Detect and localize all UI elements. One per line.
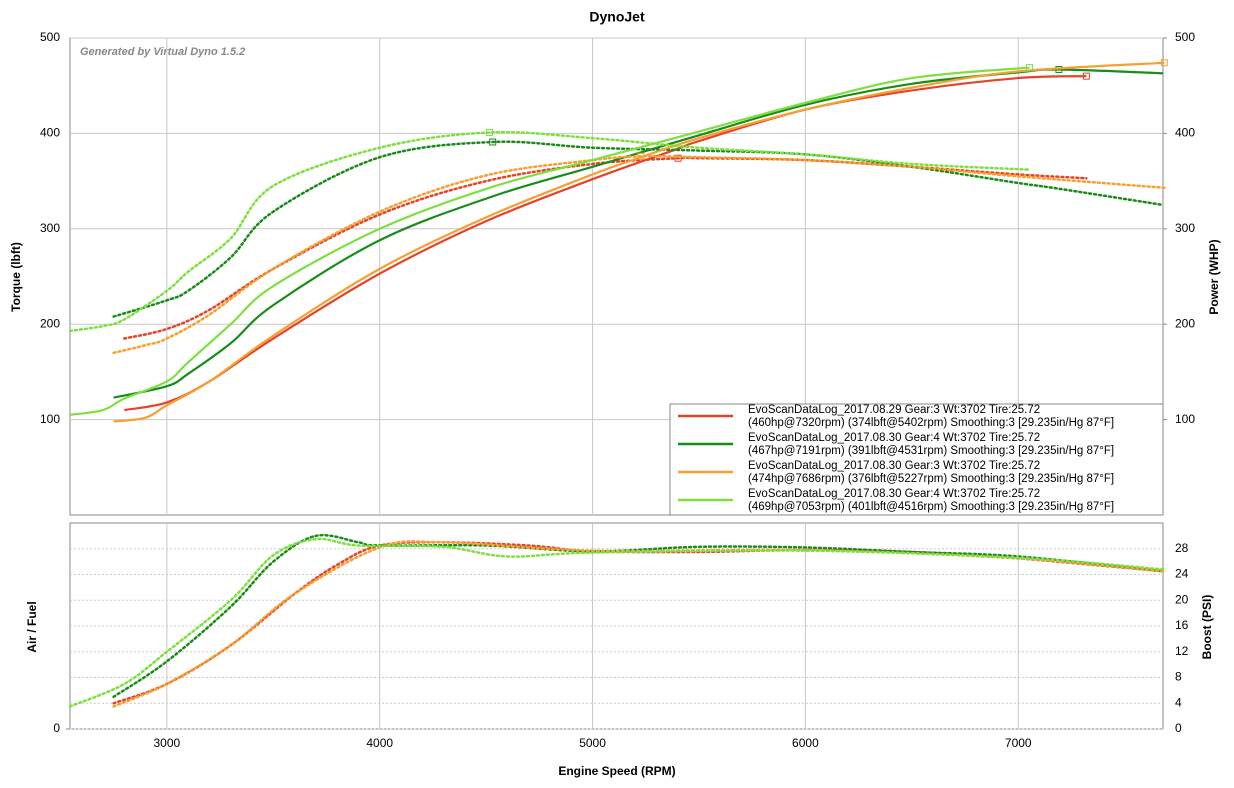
y-axis-label: Air / Fuel (25, 601, 39, 652)
boost-line (112, 533, 1165, 699)
y2-tick-label: 300 (1175, 221, 1195, 235)
y2-tick-label: 4 (1175, 695, 1182, 709)
y2-axis-label: Boost (PSI) (1200, 595, 1214, 660)
x-tick-label: 4000 (366, 736, 393, 750)
y2-tick-label: 24 (1175, 567, 1189, 581)
y2-tick-label: 200 (1175, 316, 1195, 330)
peak-marker (486, 128, 494, 136)
chart-title: DynoJet (589, 9, 645, 25)
power-line (69, 66, 1030, 416)
legend-label: EvoScanDataLog_2017.08.29 Gear:3 Wt:3702… (748, 404, 1040, 416)
watermark: Generated by Virtual Dyno 1.5.2 (80, 46, 245, 58)
y2-tick-label: 400 (1175, 126, 1195, 140)
legend-detail: (467hp@7191rpm) (391lbft@4531rpm) Smooth… (748, 445, 1114, 457)
y2-tick-label: 20 (1175, 592, 1189, 606)
y-tick-label: 0 (53, 721, 60, 735)
x-tick-label: 3000 (153, 736, 180, 750)
legend (669, 403, 1164, 516)
legend-detail: (460hp@7320rpm) (374lbft@5402rpm) Smooth… (748, 417, 1114, 429)
torque-line (68, 130, 1031, 333)
y2-tick-label: 28 (1175, 541, 1189, 555)
y2-tick-label: 500 (1175, 30, 1195, 44)
y-tick-label: 400 (40, 126, 60, 140)
legend-detail: (474hp@7686rpm) (376lbft@5227rpm) Smooth… (748, 473, 1114, 485)
y-tick-label: 200 (40, 316, 60, 330)
x-tick-label: 7000 (1005, 736, 1032, 750)
x-tick-label: 5000 (579, 736, 606, 750)
torque-line (112, 140, 1165, 318)
y2-tick-label: 12 (1175, 644, 1189, 658)
y-tick-label: 100 (40, 412, 60, 426)
x-tick-label: 6000 (792, 736, 819, 750)
peak-marker (489, 138, 497, 146)
peak-marker (1082, 72, 1090, 80)
legend-label: EvoScanDataLog_2017.08.30 Gear:4 Wt:3702… (748, 488, 1040, 500)
y2-tick-label: 100 (1175, 412, 1195, 426)
boost-line (68, 537, 1165, 708)
y-axis-label: Torque (lbft) (9, 242, 23, 312)
peak-marker (1160, 59, 1168, 67)
legend-label: EvoScanDataLog_2017.08.30 Gear:3 Wt:3702… (748, 460, 1040, 472)
x-axis-label: Engine Speed (RPM) (558, 764, 675, 778)
peak-marker (1026, 64, 1034, 72)
y2-tick-label: 16 (1175, 618, 1189, 632)
legend-label: EvoScanDataLog_2017.08.30 Gear:4 Wt:3702… (748, 432, 1040, 444)
peak-marker (637, 152, 645, 160)
y2-tick-label: 8 (1175, 670, 1182, 684)
peak-marker (674, 154, 682, 162)
torque-line (112, 154, 1166, 355)
y2-axis-label: Power (WHP) (1207, 239, 1221, 314)
power-line (113, 61, 1165, 423)
y-tick-label: 500 (40, 30, 60, 44)
legend-detail: (469hp@7053rpm) (401lbft@4516rpm) Smooth… (748, 501, 1114, 513)
y-tick-label: 300 (40, 221, 60, 235)
y2-tick-label: 0 (1175, 721, 1182, 735)
